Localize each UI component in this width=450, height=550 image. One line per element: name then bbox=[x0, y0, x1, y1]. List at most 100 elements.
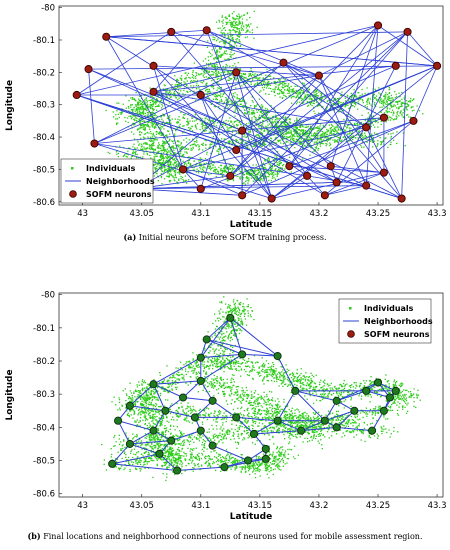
individual-point bbox=[281, 136, 284, 139]
individual-point bbox=[138, 384, 140, 386]
individual-point bbox=[332, 130, 334, 132]
individual-point bbox=[220, 31, 222, 33]
individual-point bbox=[177, 84, 179, 86]
individual-point bbox=[167, 115, 170, 118]
individual-point bbox=[196, 137, 198, 139]
individual-point bbox=[153, 150, 155, 153]
individual-point bbox=[290, 129, 292, 131]
individual-point bbox=[160, 132, 162, 134]
individual-point bbox=[232, 46, 234, 48]
individual-point bbox=[197, 170, 200, 172]
individual-point bbox=[167, 161, 169, 163]
individual-point bbox=[238, 121, 240, 124]
individual-point bbox=[151, 122, 153, 124]
neighborhood-link bbox=[76, 31, 172, 96]
individual-point bbox=[204, 68, 206, 71]
individual-point bbox=[264, 143, 267, 146]
individual-point bbox=[254, 168, 256, 170]
neighborhood-link bbox=[153, 30, 207, 93]
individual-point bbox=[205, 83, 207, 85]
individual-point bbox=[240, 100, 243, 102]
individual-point bbox=[319, 135, 321, 137]
individual-point bbox=[390, 116, 392, 119]
individual-point bbox=[308, 140, 310, 142]
individual-point bbox=[131, 108, 133, 111]
individual-point bbox=[244, 183, 246, 185]
individual-point bbox=[214, 67, 216, 70]
individual-point bbox=[309, 103, 312, 106]
sofm-neuron bbox=[196, 90, 205, 100]
individual-point bbox=[288, 90, 290, 92]
individual-point bbox=[269, 166, 271, 168]
individual-point bbox=[367, 92, 369, 94]
individual-point bbox=[144, 137, 146, 139]
individual-point bbox=[338, 129, 340, 131]
individual-point bbox=[223, 71, 225, 73]
individual-point bbox=[270, 179, 273, 182]
individual-point bbox=[261, 87, 264, 89]
individual-point bbox=[412, 106, 414, 108]
individual-point bbox=[149, 146, 151, 148]
individual-point bbox=[208, 164, 211, 166]
individual-point bbox=[137, 101, 139, 103]
individual-point bbox=[159, 125, 161, 127]
individual-point bbox=[242, 146, 244, 148]
individual-point bbox=[159, 382, 161, 384]
individual-point bbox=[232, 129, 234, 131]
individual-point bbox=[214, 166, 216, 168]
individual-point bbox=[225, 18, 227, 20]
individual-point bbox=[319, 125, 321, 127]
individual-point bbox=[263, 138, 265, 140]
individual-point bbox=[270, 88, 272, 90]
individual-point bbox=[215, 96, 217, 98]
individual-point bbox=[367, 99, 369, 101]
individual-point bbox=[319, 137, 321, 139]
individual-point bbox=[407, 105, 409, 107]
individual-point bbox=[316, 92, 318, 95]
individual-point bbox=[323, 132, 325, 134]
individual-point bbox=[173, 93, 175, 95]
individual-point bbox=[116, 102, 118, 104]
individual-point bbox=[169, 167, 171, 169]
individual-point bbox=[156, 151, 158, 153]
individual-point bbox=[212, 120, 214, 123]
individual-point bbox=[161, 122, 163, 124]
individual-point bbox=[226, 98, 228, 100]
individual-point bbox=[199, 120, 202, 122]
individual-point bbox=[165, 142, 167, 144]
individual-point bbox=[368, 101, 370, 103]
y-axis-label: Longitude bbox=[5, 80, 15, 131]
individual-point bbox=[212, 142, 214, 144]
individual-point bbox=[227, 35, 229, 37]
individual-point bbox=[254, 170, 256, 172]
individual-point bbox=[152, 112, 155, 114]
individual-point bbox=[129, 111, 131, 114]
individual-point bbox=[285, 137, 287, 139]
individual-point bbox=[223, 121, 225, 123]
individual-point bbox=[151, 148, 154, 150]
individual-point bbox=[351, 136, 353, 138]
individual-point bbox=[272, 129, 274, 131]
neighborhood-link bbox=[183, 169, 231, 177]
individual-point bbox=[279, 166, 282, 169]
individual-point bbox=[253, 113, 256, 115]
individual-point bbox=[161, 162, 163, 164]
individual-point bbox=[164, 161, 167, 163]
individual-point bbox=[113, 396, 115, 398]
individual-point bbox=[316, 144, 319, 146]
individual-point bbox=[387, 103, 389, 105]
individual-point bbox=[233, 76, 235, 78]
individual-point bbox=[168, 118, 171, 121]
individual-point bbox=[366, 141, 368, 143]
individual-point bbox=[333, 99, 335, 101]
individual-point bbox=[388, 116, 391, 118]
individual-point bbox=[157, 145, 159, 147]
individual-point bbox=[352, 135, 354, 137]
individual-point bbox=[282, 91, 284, 93]
individual-point bbox=[151, 125, 153, 127]
individual-point bbox=[253, 143, 255, 145]
individual-point bbox=[319, 141, 321, 143]
individual-point bbox=[277, 84, 279, 86]
individual-point bbox=[155, 155, 157, 157]
